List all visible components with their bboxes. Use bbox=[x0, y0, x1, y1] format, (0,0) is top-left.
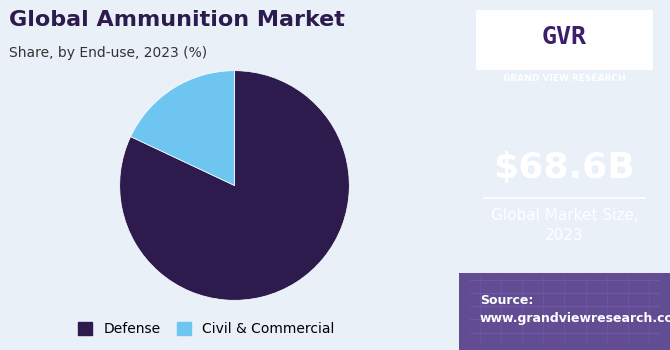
Text: $68.6B: $68.6B bbox=[494, 151, 635, 185]
Point bbox=[519, 341, 527, 345]
Point bbox=[476, 341, 484, 345]
Point bbox=[645, 341, 653, 345]
Point bbox=[582, 341, 590, 345]
Wedge shape bbox=[120, 71, 349, 300]
Point bbox=[497, 341, 505, 345]
FancyBboxPatch shape bbox=[476, 10, 653, 70]
Point bbox=[624, 274, 632, 279]
Point bbox=[539, 341, 547, 345]
Text: Global Ammunition Market: Global Ammunition Market bbox=[9, 10, 345, 30]
Text: Global Market Size,
2023: Global Market Size, 2023 bbox=[490, 208, 639, 243]
Point bbox=[603, 341, 611, 345]
Text: Source:
www.grandviewresearch.com: Source: www.grandviewresearch.com bbox=[480, 294, 670, 325]
Point bbox=[582, 274, 590, 279]
Text: Share, by End-use, 2023 (%): Share, by End-use, 2023 (%) bbox=[9, 46, 207, 60]
FancyBboxPatch shape bbox=[459, 273, 670, 350]
Point bbox=[560, 341, 568, 345]
Point bbox=[641, 196, 649, 200]
Point bbox=[539, 274, 547, 279]
Text: GVR: GVR bbox=[542, 25, 587, 49]
Point bbox=[603, 274, 611, 279]
Point bbox=[519, 274, 527, 279]
Legend: Defense, Civil & Commercial: Defense, Civil & Commercial bbox=[72, 315, 342, 343]
Text: GRAND VIEW RESEARCH: GRAND VIEW RESEARCH bbox=[503, 74, 626, 83]
Point bbox=[645, 274, 653, 279]
Point bbox=[624, 341, 632, 345]
Wedge shape bbox=[131, 71, 234, 186]
Point bbox=[497, 274, 505, 279]
Point bbox=[560, 274, 568, 279]
Point bbox=[476, 274, 484, 279]
Point bbox=[480, 196, 488, 200]
